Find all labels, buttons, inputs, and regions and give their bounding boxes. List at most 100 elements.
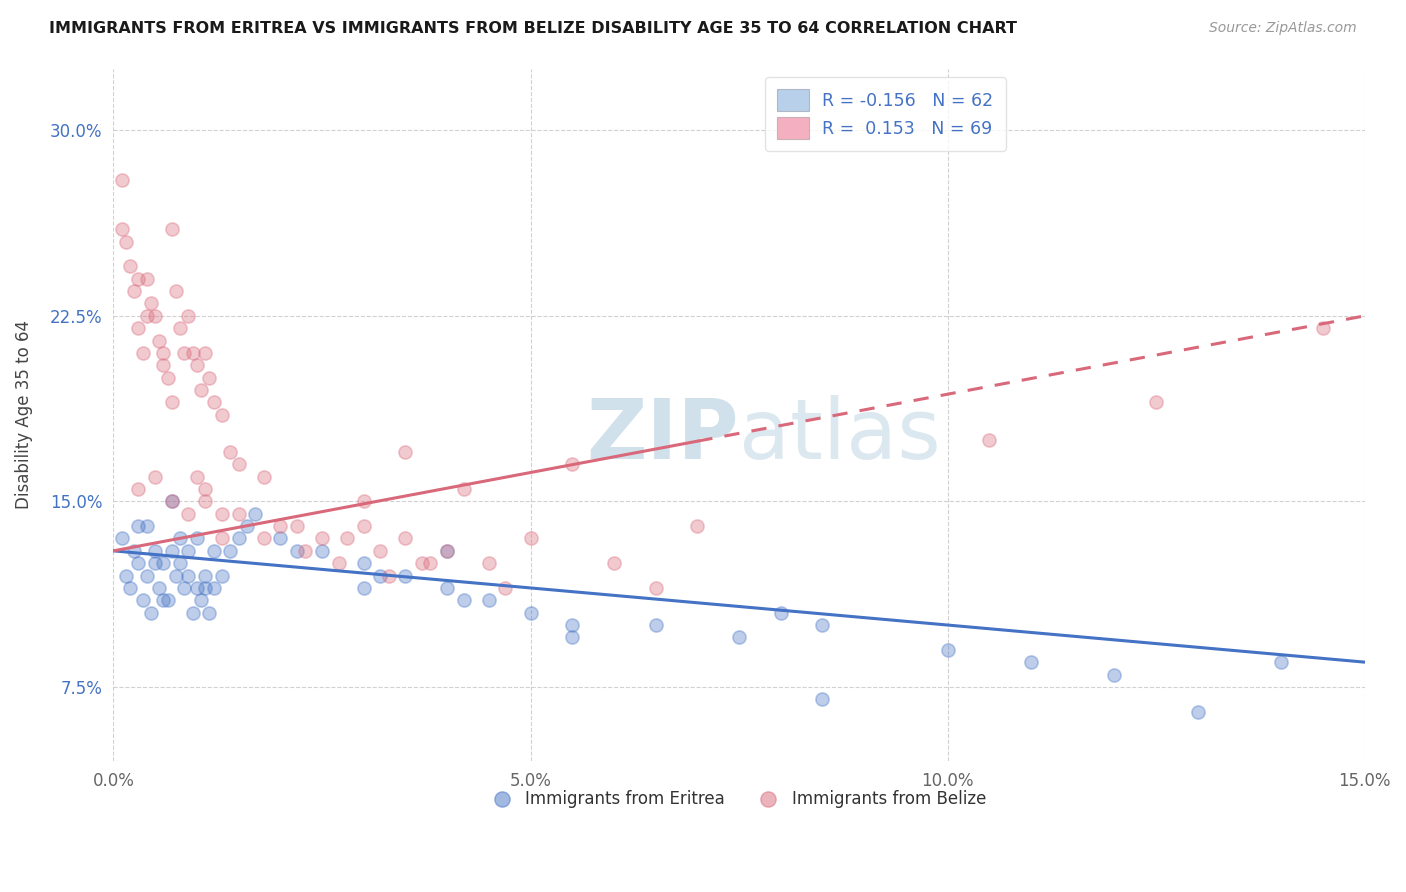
Point (1187, 705, 1209, 719)
Point (311, 544, 333, 558)
Point (436, 544, 458, 558)
Point (194, 346, 217, 360)
Point (936, 642, 959, 657)
Text: IMMIGRANTS FROM ERITREA VS IMMIGRANTS FROM BELIZE DISABILITY AGE 35 TO 64 CORREL: IMMIGRANTS FROM ERITREA VS IMMIGRANTS FR… (49, 21, 1017, 36)
Point (111, 532, 134, 546)
Point (311, 532, 333, 546)
Text: atlas: atlas (740, 395, 941, 476)
Point (811, 618, 834, 632)
Point (127, 272, 149, 286)
Point (245, 507, 267, 521)
Point (252, 469, 274, 483)
Point (135, 568, 157, 582)
Point (186, 581, 208, 595)
Point (219, 445, 242, 459)
Point (160, 222, 183, 236)
Point (169, 556, 191, 570)
Point (165, 284, 187, 298)
Point (453, 593, 475, 607)
Point (252, 532, 274, 546)
Point (561, 457, 583, 471)
Point (160, 395, 183, 409)
Point (294, 544, 316, 558)
Point (194, 581, 217, 595)
Point (169, 321, 191, 335)
Point (811, 692, 834, 706)
Point (769, 606, 792, 620)
Point (186, 359, 208, 373)
Point (394, 532, 416, 546)
Point (190, 593, 212, 607)
Point (160, 494, 183, 508)
Point (1104, 667, 1126, 681)
Point (336, 532, 359, 546)
Point (143, 469, 166, 483)
Point (111, 222, 134, 236)
Y-axis label: Disability Age 35 to 64: Disability Age 35 to 64 (15, 320, 32, 509)
Point (127, 519, 149, 533)
Point (519, 606, 541, 620)
Point (115, 568, 138, 582)
Point (115, 235, 138, 249)
Point (211, 507, 233, 521)
Point (135, 519, 157, 533)
Point (181, 606, 204, 620)
Point (228, 532, 250, 546)
Point (436, 544, 458, 558)
Point (495, 581, 517, 595)
Point (194, 568, 217, 582)
Point (186, 532, 208, 546)
Point (285, 519, 308, 533)
Point (1144, 395, 1167, 409)
Point (269, 532, 291, 546)
Point (728, 631, 751, 645)
Point (186, 469, 208, 483)
Point (173, 581, 195, 595)
Point (120, 260, 142, 274)
Point (370, 544, 392, 558)
Point (143, 309, 166, 323)
Point (269, 519, 291, 533)
Point (177, 309, 200, 323)
Point (190, 383, 212, 397)
Point (603, 556, 626, 570)
Point (135, 272, 157, 286)
Point (194, 482, 217, 496)
Point (152, 593, 174, 607)
Point (135, 309, 157, 323)
Point (1270, 655, 1292, 669)
Point (160, 544, 183, 558)
Point (478, 593, 501, 607)
Point (148, 334, 170, 348)
Point (139, 296, 162, 310)
Point (979, 433, 1001, 447)
Point (1312, 321, 1334, 335)
Point (211, 408, 233, 422)
Point (285, 544, 308, 558)
Point (127, 556, 149, 570)
Point (202, 581, 225, 595)
Point (152, 556, 174, 570)
Point (228, 457, 250, 471)
Point (160, 494, 183, 508)
Point (127, 482, 149, 496)
Point (143, 556, 166, 570)
Point (156, 593, 179, 607)
Point (219, 544, 242, 558)
Point (644, 618, 666, 632)
Point (152, 346, 174, 360)
Point (236, 519, 259, 533)
Point (152, 359, 174, 373)
Point (127, 321, 149, 335)
Legend: Immigrants from Eritrea, Immigrants from Belize: Immigrants from Eritrea, Immigrants from… (485, 784, 993, 815)
Point (686, 519, 709, 533)
Point (143, 544, 166, 558)
Point (148, 581, 170, 595)
Point (436, 581, 458, 595)
Point (377, 568, 399, 582)
Point (122, 544, 145, 558)
Point (561, 631, 583, 645)
Text: ZIP: ZIP (586, 395, 740, 476)
Point (478, 556, 501, 570)
Point (353, 519, 375, 533)
